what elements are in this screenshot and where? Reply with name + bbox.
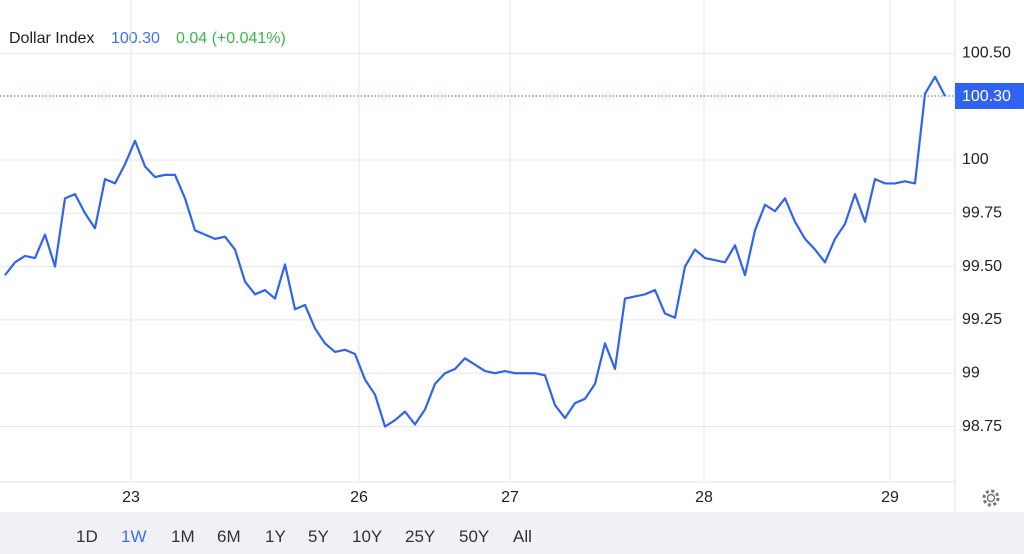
timeframe-button[interactable]: 5Y — [308, 527, 329, 546]
instrument-name: Dollar Index — [9, 30, 94, 47]
last-price-label: 100.30 — [962, 88, 1011, 105]
timeframe-button[interactable]: 1Y — [265, 527, 286, 546]
last-price-box — [955, 82, 1024, 109]
x-tick-label: 27 — [501, 489, 519, 506]
price-change: 0.04 (+0.041%) — [176, 30, 286, 47]
settings-icon[interactable] — [982, 489, 1000, 507]
price-line — [4, 75, 946, 428]
y-tick-label: 98.75 — [962, 418, 1002, 435]
timeframe-button[interactable]: 1D — [76, 527, 98, 546]
x-tick-label: 26 — [350, 489, 368, 506]
y-tick-label: 99.25 — [962, 311, 1002, 328]
timeframe-button[interactable]: 1W — [121, 527, 147, 546]
timeframe-button[interactable]: 6M — [217, 527, 241, 546]
last-price: 100.30 — [111, 30, 160, 47]
y-tick-label: 99.75 — [962, 204, 1002, 221]
y-tick-label: 99.50 — [962, 258, 1002, 275]
x-tick-label: 29 — [881, 489, 899, 506]
timeframe-bar — [0, 512, 1024, 554]
x-tick-label: 23 — [122, 489, 140, 506]
timeframe-button[interactable]: 10Y — [352, 527, 383, 546]
timeframe-button[interactable]: 50Y — [459, 527, 490, 546]
x-tick-label: 28 — [695, 489, 713, 506]
y-tick-label: 100.50 — [962, 45, 1011, 62]
timeframe-button[interactable]: All — [513, 527, 532, 546]
timeframe-button[interactable]: 25Y — [405, 527, 436, 546]
y-tick-label: 100 — [962, 151, 989, 168]
chart: Dollar Index 100.30 0.04 (+0.041%) 100.5… — [0, 0, 1024, 512]
y-tick-label: 99 — [962, 364, 980, 381]
timeframe-button[interactable]: 1M — [171, 527, 195, 546]
